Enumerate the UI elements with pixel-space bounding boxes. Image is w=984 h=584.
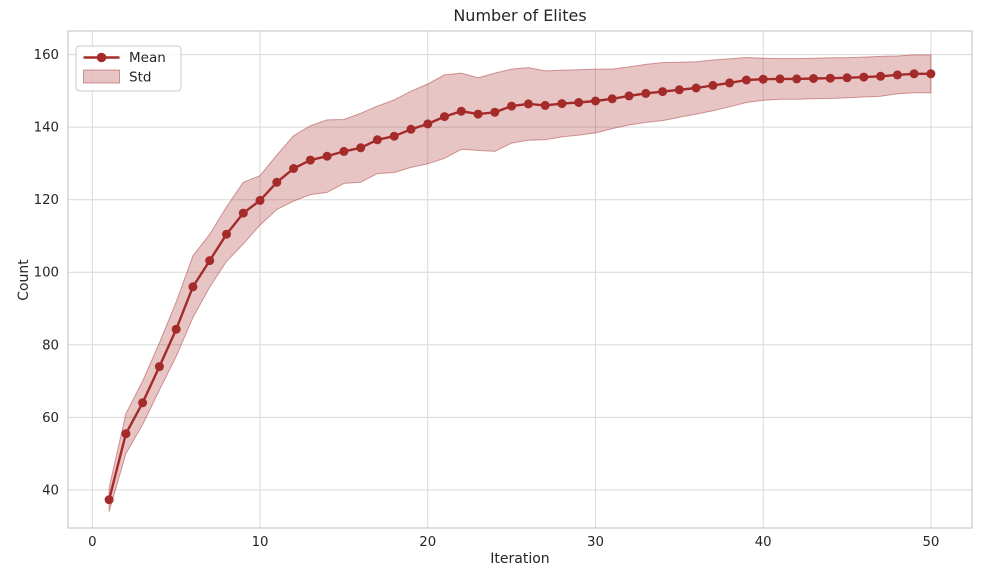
y-tick-label: 160 [34, 48, 59, 63]
data-point [825, 73, 835, 83]
data-point [674, 85, 684, 95]
legend-label-std: Std [129, 70, 151, 86]
data-point [876, 71, 886, 81]
data-point [758, 74, 768, 84]
x-axis-label: Iteration [490, 551, 550, 567]
data-point [725, 78, 735, 88]
data-point [440, 112, 449, 122]
data-point [607, 94, 617, 104]
data-point [490, 107, 500, 117]
data-point [138, 398, 148, 408]
data-point [389, 131, 399, 141]
data-point [624, 91, 634, 101]
legend-label-mean: Mean [129, 50, 166, 66]
x-tick-label: 30 [587, 535, 604, 550]
data-point [423, 119, 433, 129]
chart-title: Number of Elites [453, 6, 587, 25]
y-tick-label: 60 [42, 411, 59, 426]
data-point [708, 80, 718, 90]
data-point [406, 124, 416, 134]
data-point [691, 83, 701, 93]
data-point [205, 256, 215, 266]
y-tick-label: 80 [42, 338, 59, 353]
data-point [926, 69, 936, 79]
data-point [339, 146, 349, 156]
data-point [892, 70, 902, 80]
data-point [909, 69, 919, 79]
data-point [507, 101, 517, 111]
data-point [540, 100, 550, 110]
legend-mean-marker [96, 52, 107, 63]
x-tick-label: 50 [922, 535, 939, 550]
data-point [792, 74, 802, 84]
data-point [188, 282, 198, 292]
data-point [121, 429, 131, 439]
data-point [456, 106, 466, 116]
data-point [775, 74, 785, 84]
data-point [272, 177, 282, 187]
data-point [557, 99, 567, 109]
data-point [171, 324, 181, 334]
data-point [356, 143, 366, 153]
x-tick-label: 40 [755, 535, 772, 550]
data-point [473, 109, 483, 119]
data-point [305, 155, 315, 165]
data-point [574, 98, 584, 107]
legend: Mean Std [75, 45, 182, 92]
data-point [238, 208, 248, 218]
y-tick-label: 40 [42, 483, 59, 498]
data-point [658, 87, 668, 97]
data-point [104, 495, 114, 505]
data-point [591, 96, 600, 106]
std-band [108, 54, 932, 512]
data-point [859, 72, 869, 82]
data-point [322, 151, 332, 161]
y-axis-label: Count [16, 259, 32, 301]
data-point [523, 99, 533, 109]
y-tick-label: 100 [34, 266, 59, 281]
x-tick-label: 20 [419, 535, 436, 550]
y-tick-label: 140 [34, 121, 59, 136]
data-point [842, 73, 852, 83]
legend-std-patch [83, 69, 120, 84]
data-point [741, 75, 751, 85]
data-point [222, 229, 231, 239]
x-tick-label: 0 [88, 535, 96, 550]
x-tick-label: 10 [252, 535, 269, 550]
data-point [809, 74, 818, 83]
data-point [289, 164, 299, 173]
data-point [255, 195, 265, 205]
axes-border [67, 30, 973, 529]
data-point [641, 88, 651, 98]
data-point [372, 135, 382, 145]
y-tick-label: 120 [34, 193, 59, 208]
data-point [154, 362, 164, 372]
